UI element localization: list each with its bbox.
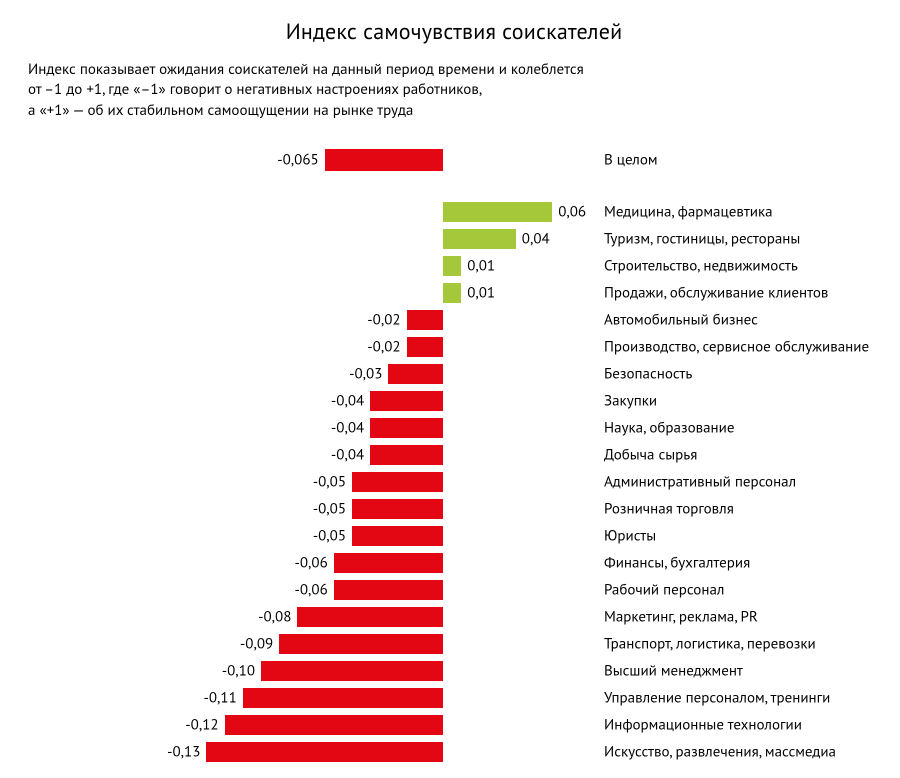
category-label: Производство, сервисное обслуживание bbox=[604, 337, 869, 356]
chart-row: -0,04 Наука, образование bbox=[28, 417, 880, 439]
value-label: -0,04 bbox=[331, 445, 364, 464]
category-label: Строительство, недвижимость bbox=[604, 256, 798, 275]
category-label: Информационные технологии bbox=[604, 715, 802, 734]
category-label: Автомобильный бизнес bbox=[604, 310, 758, 329]
bar bbox=[334, 580, 443, 600]
value-label: -0,12 bbox=[185, 715, 218, 734]
value-label: -0,10 bbox=[222, 661, 255, 680]
chart-row: -0,06 Финансы, бухгалтерия bbox=[28, 552, 880, 574]
bar bbox=[297, 607, 443, 627]
category-label: Наука, образование bbox=[604, 418, 734, 437]
category-label: Искусство, развлечения, массмедиа bbox=[604, 742, 836, 761]
diverging-bar-chart: -0,065В целом0,06Медицина, фармацевтика0… bbox=[28, 147, 880, 763]
category-label: Юристы bbox=[604, 526, 656, 545]
category-label: Розничная торговля bbox=[604, 499, 734, 518]
category-label: Закупки bbox=[604, 391, 657, 410]
category-label: Административный персонал bbox=[604, 472, 796, 491]
bar bbox=[279, 634, 443, 654]
bar bbox=[352, 499, 443, 519]
chart-description: Индекс показывает ожидания соискателей н… bbox=[28, 60, 880, 121]
value-label: -0,05 bbox=[313, 472, 346, 491]
value-label: -0,05 bbox=[313, 526, 346, 545]
value-label: 0,01 bbox=[467, 283, 495, 302]
bar bbox=[443, 256, 461, 276]
category-label: Туризм, гостиницы, рестораны bbox=[604, 229, 800, 248]
chart-title: Индекс самочувствия соискателей bbox=[28, 18, 880, 46]
bar bbox=[443, 229, 516, 249]
bar bbox=[407, 310, 443, 330]
bar bbox=[243, 688, 443, 708]
chart-row: -0,02 Производство, сервисное обслуживани… bbox=[28, 336, 880, 358]
bar bbox=[443, 283, 461, 303]
category-label: Продажи, обслуживание клиентов bbox=[604, 283, 828, 302]
value-label: -0,06 bbox=[294, 580, 327, 599]
chart-row: -0,05 Розничная торговля bbox=[28, 498, 880, 520]
value-label: -0,05 bbox=[313, 499, 346, 518]
value-label: -0,02 bbox=[367, 310, 400, 329]
chart-row: -0,06 Рабочий персонал bbox=[28, 579, 880, 601]
chart-row: -0,03 Безопасность bbox=[28, 363, 880, 385]
bar bbox=[261, 661, 443, 681]
chart-row: -0,04 Закупки bbox=[28, 390, 880, 412]
value-label: 0,06 bbox=[558, 202, 586, 221]
bar bbox=[352, 526, 443, 546]
chart-row: 0,01 Строительство, недвижимость bbox=[28, 255, 880, 277]
value-label: -0,04 bbox=[331, 391, 364, 410]
bar bbox=[370, 391, 443, 411]
category-label: Финансы, бухгалтерия bbox=[604, 553, 750, 572]
chart-row: 0,04 Туризм, гостиницы, рестораны bbox=[28, 228, 880, 250]
chart-row: 0,06 Медицина, фармацевтика bbox=[28, 201, 880, 223]
bar bbox=[325, 149, 443, 171]
value-label: -0,02 bbox=[367, 337, 400, 356]
bar bbox=[206, 742, 443, 762]
value-label: -0,06 bbox=[294, 553, 327, 572]
chart-row: 0,01 Продажи, обслуживание клиентов bbox=[28, 282, 880, 304]
chart-row: -0,04 Добыча сырья bbox=[28, 444, 880, 466]
value-label: -0,08 bbox=[258, 607, 291, 626]
value-label: -0,065 bbox=[277, 150, 318, 169]
category-label: Управление персоналом, тренинги bbox=[604, 688, 830, 707]
desc-line: Индекс показывает ожидания соискателей н… bbox=[28, 60, 880, 80]
overall-row: -0,065 В целом bbox=[28, 147, 880, 173]
bar bbox=[370, 445, 443, 465]
category-label: Маркетинг, реклама, PR bbox=[604, 607, 758, 626]
category-label: Медицина, фармацевтика bbox=[604, 202, 773, 221]
bar bbox=[443, 202, 552, 222]
bar bbox=[407, 337, 443, 357]
value-label: -0,09 bbox=[240, 634, 273, 653]
category-label: В целом bbox=[604, 150, 658, 169]
value-label: 0,01 bbox=[467, 256, 495, 275]
chart-row: -0,05 Административный персонал bbox=[28, 471, 880, 493]
value-label: 0,04 bbox=[522, 229, 550, 248]
bar bbox=[352, 472, 443, 492]
category-label: Высший менеджмент bbox=[604, 661, 743, 680]
bar bbox=[388, 364, 443, 384]
category-label: Безопасность bbox=[604, 364, 692, 383]
value-label: -0,03 bbox=[349, 364, 382, 383]
chart-row: -0,12 Информационные технологии bbox=[28, 714, 880, 736]
category-label: Транспорт, логистика, перевозки bbox=[604, 634, 816, 653]
chart-row: -0,09 Транспорт, логистика, перевозки bbox=[28, 633, 880, 655]
value-label: -0,13 bbox=[167, 742, 200, 761]
chart-row: -0,10 Высший менеджмент bbox=[28, 660, 880, 682]
chart-row: -0,13 Искусство, развлечения, массмедиа bbox=[28, 741, 880, 763]
category-label: Рабочий персонал bbox=[604, 580, 724, 599]
value-label: -0,04 bbox=[331, 418, 364, 437]
bar bbox=[225, 715, 443, 735]
bar bbox=[334, 553, 443, 573]
category-label: Добыча сырья bbox=[604, 445, 697, 464]
chart-row: -0,11 Управление персоналом, тренинги bbox=[28, 687, 880, 709]
chart-row: -0,02 Автомобильный бизнес bbox=[28, 309, 880, 331]
desc-line: а «+1» — об их стабильном самоощущении н… bbox=[28, 101, 880, 121]
chart-row: -0,05 Юристы bbox=[28, 525, 880, 547]
bar bbox=[370, 418, 443, 438]
value-label: -0,11 bbox=[203, 688, 236, 707]
chart-row: -0,08 Маркетинг, реклама, PR bbox=[28, 606, 880, 628]
page: Индекс самочувствия соискателей Индекс п… bbox=[0, 0, 900, 778]
desc-line: от –1 до +1, где «–1» говорит о негативн… bbox=[28, 80, 880, 100]
